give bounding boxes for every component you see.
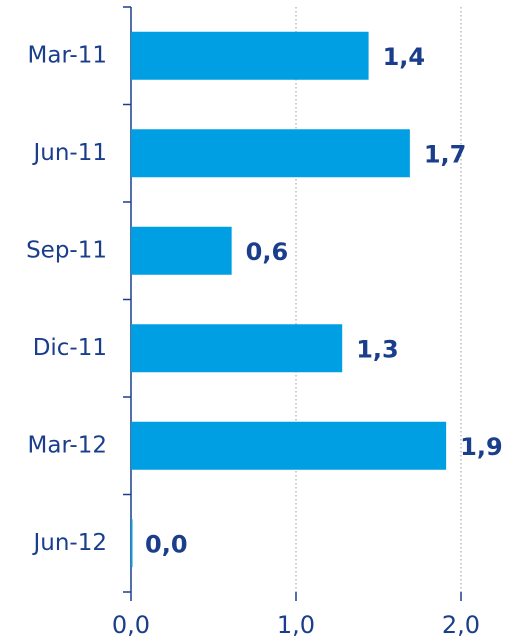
value-label: 1,9 [460,433,503,461]
x-tick-label: 1,0 [277,611,315,639]
bar [131,421,447,470]
value-label: 0,0 [145,530,188,558]
y-tick-label: Dic-11 [33,335,107,361]
y-tick-label: Mar-11 [28,42,108,68]
value-label: 1,3 [356,335,399,363]
value-label: 0,6 [246,238,289,266]
bar [131,519,133,568]
value-label: 1,7 [424,140,467,168]
x-tick-label: 2,0 [442,611,480,639]
bar [131,129,410,178]
bar [131,31,369,80]
y-tick-label: Jun-11 [31,140,107,166]
y-tick-label: Sep-11 [26,237,107,263]
y-tick-label: Mar-12 [28,432,108,458]
y-tick-label: Jun-12 [31,530,107,556]
value-label: 1,4 [383,43,426,71]
bar [131,226,232,275]
bar [131,324,343,373]
x-tick-label: 0,0 [112,611,150,639]
